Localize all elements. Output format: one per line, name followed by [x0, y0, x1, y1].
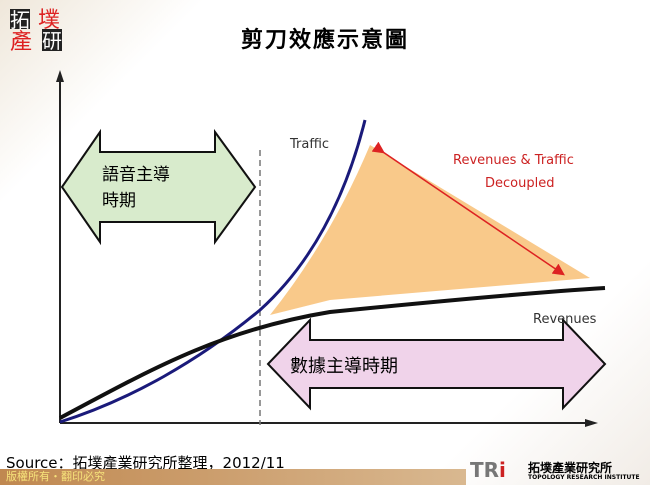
- svg-text:產: 產: [10, 30, 32, 53]
- data-era-label: 數據主導時期: [290, 356, 398, 377]
- voice-era-label-2: 時期: [102, 191, 136, 211]
- svg-text:墣: 墣: [38, 8, 60, 33]
- brand-name-en: TOPOLOGY RESEARCH INSTITUTE: [528, 474, 640, 481]
- revenues-curve: [59, 286, 606, 420]
- gap-area: [270, 145, 590, 315]
- data-era-arrow: [266, 317, 607, 411]
- voice-era-arrow: [60, 128, 257, 246]
- page-title: 剪刀效應示意圖: [240, 27, 409, 53]
- copyright-footer: 版權所有・翻印必究: [0, 469, 466, 485]
- y-axis-arrowhead: [56, 70, 64, 82]
- brand-mark-tr: TR: [470, 458, 500, 482]
- brand-mark-i: i: [499, 458, 506, 482]
- source-note: Source：拓墣產業研究所整理，2012/11: [6, 454, 285, 472]
- traffic-curve: [59, 119, 367, 424]
- decoupled-arrow: [371, 141, 565, 276]
- logo: 拓墣 產研: [8, 3, 63, 55]
- revenues-label: Revenues: [533, 312, 597, 327]
- decoupled-label-2: Decoupled: [485, 176, 554, 191]
- svg-text:拓: 拓: [10, 8, 30, 32]
- traffic-label: Traffic: [289, 137, 329, 152]
- x-axis-arrowhead: [585, 419, 598, 427]
- decoupled-label: Revenues & Traffic: [453, 153, 574, 168]
- brand-name: 拓墣產業研究所: [528, 461, 613, 475]
- brand-mark: TRi: [470, 458, 506, 482]
- voice-era-label: 語音主導: [102, 165, 170, 185]
- svg-text:研: 研: [42, 29, 62, 53]
